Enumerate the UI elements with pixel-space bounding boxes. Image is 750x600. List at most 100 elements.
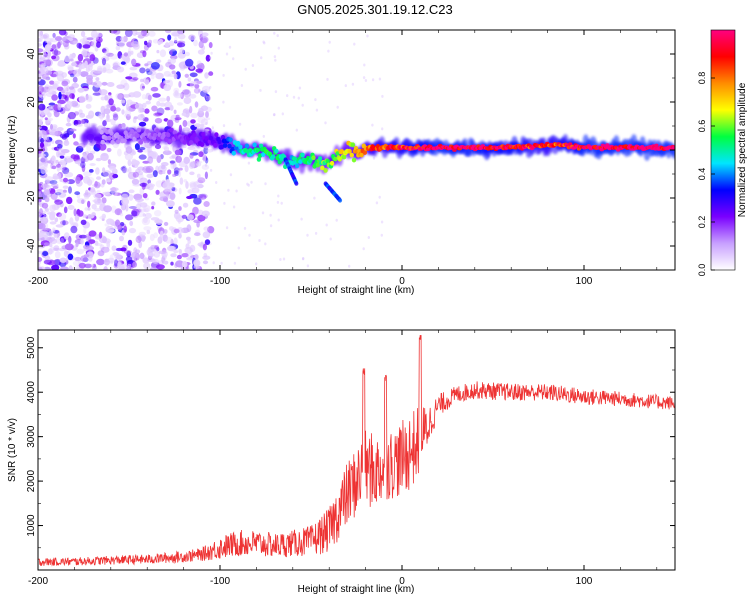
noise-blob [68,34,75,39]
noise-blob [154,112,163,116]
noise-blob [167,119,174,128]
noise-blob [111,245,117,252]
noise-blob [126,250,131,258]
noise-blob [50,123,53,130]
noise-blob [56,143,63,149]
noise-blob [38,162,44,166]
ridge-point [230,146,235,152]
noise-blob [123,56,130,62]
noise-blob [96,176,102,180]
noise-blob [47,112,52,118]
noise-blob [112,252,119,256]
noise-blob [137,114,146,121]
noise-blob [151,105,158,112]
noise-blob [127,172,132,177]
ridge-point [236,140,241,146]
noise-blob [106,178,111,183]
noise-blob [185,58,194,67]
noise-blob [77,53,84,62]
noise-blob [186,195,193,200]
noise-blob [174,117,182,121]
ridge-point [214,132,219,138]
noise-blob [300,217,303,221]
noise-blob [127,51,132,57]
noise-blob [169,192,176,201]
noise-blob [363,63,366,67]
noise-blob [182,202,189,208]
noise-blob [164,42,170,48]
noise-blob [90,82,98,86]
noise-blob [82,152,87,159]
ridge-point [315,162,321,168]
noise-blob [153,251,160,258]
noise-blob [129,220,134,227]
noise-blob [38,192,43,198]
noise-blob [58,212,67,221]
noise-blob [73,208,77,217]
noise-blob [115,35,123,42]
noise-blob [66,196,73,205]
noise-blob [143,217,148,224]
noise-blob [43,242,51,247]
noise-blob [104,223,110,227]
noise-blob [148,31,156,37]
noise-blob [65,122,72,127]
noise-blob [79,112,86,118]
noise-blob [64,96,69,101]
noise-blob [155,59,162,63]
snr-y-label: SNR (10 * v/v) [7,418,18,482]
noise-blob [189,182,197,190]
noise-blob [201,32,209,37]
noise-blob [336,105,339,109]
noise-blob [197,177,206,184]
noise-blob [46,139,52,147]
colorbar-label: Normalized spectral amplitude [737,82,748,217]
noise-blob [132,77,139,81]
y-tick-label: 4000 [26,381,37,404]
noise-blob [99,216,106,220]
noise-blob [204,106,212,112]
noise-blob [94,200,104,205]
noise-blob [84,263,93,269]
noise-blob [282,257,286,261]
noise-blob [202,37,208,44]
ridge-point [166,132,171,138]
noise-blob [163,229,168,234]
noise-blob [181,253,189,258]
noise-blob [49,211,56,217]
noise-blob [314,98,317,102]
noise-blob [150,266,158,270]
noise-blob [93,181,101,189]
noise-blob [107,159,111,165]
ridge-point [311,155,316,161]
noise-blob [70,100,79,107]
noise-blob [59,257,67,263]
spectrogram-ridge [80,123,675,203]
noise-blob [108,30,118,34]
noise-blob [52,186,59,189]
noise-blob [159,191,168,199]
noise-blob [169,104,174,111]
noise-blob [166,95,171,102]
noise-blob [41,73,49,80]
colorbar-ticks: 0.0 0.2 0.4 0.6 0.8 [697,72,715,276]
noise-blob [142,166,151,174]
noise-blob [200,34,204,38]
noise-blob [102,236,107,244]
noise-blob [51,155,56,162]
noise-blob [150,86,159,92]
noise-blob [51,264,60,270]
ridge-point [452,148,457,152]
noise-blob [102,167,106,173]
noise-blob [39,142,45,148]
y-tick-label: 3000 [26,425,37,448]
noise-blob [301,103,304,107]
noise-blob [81,87,89,92]
noise-blob [251,64,255,67]
noise-blob [52,227,56,233]
noise-blob [80,161,86,169]
noise-blob [57,203,61,208]
noise-blob [183,156,190,164]
noise-blob [185,181,189,189]
